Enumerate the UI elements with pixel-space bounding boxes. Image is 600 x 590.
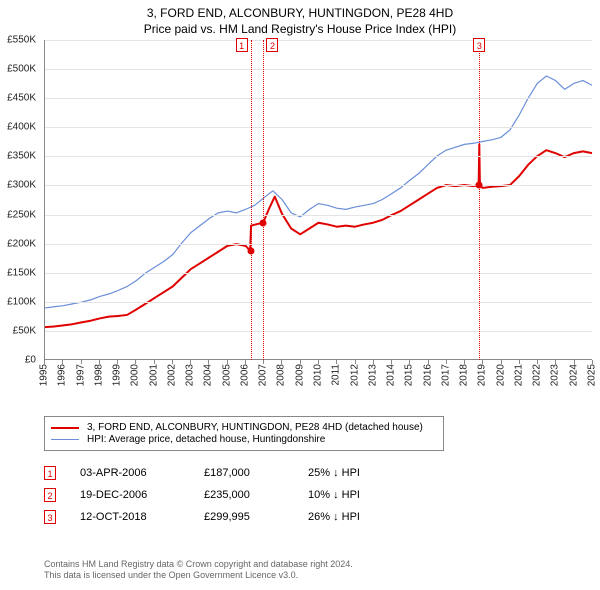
gridline — [45, 215, 592, 216]
x-axis-label: 1999 — [112, 364, 123, 386]
legend-item: HPI: Average price, detached house, Hunt… — [51, 434, 437, 445]
sales-row-price: £299,995 — [204, 511, 284, 523]
y-axis-label: £550K — [0, 35, 40, 46]
gridline — [45, 156, 592, 157]
sales-row-diff: 10% ↓ HPI — [308, 489, 398, 501]
chart-title: 3, FORD END, ALCONBURY, HUNTINGDON, PE28… — [0, 0, 600, 37]
sales-row-date: 19-DEC-2006 — [80, 489, 180, 501]
sale-marker-number: 3 — [473, 38, 485, 52]
sales-row-price: £235,000 — [204, 489, 284, 501]
legend-swatch — [51, 427, 79, 429]
x-axis-label: 2025 — [587, 364, 598, 386]
x-axis-label: 1997 — [75, 364, 86, 386]
sale-marker-line — [479, 40, 480, 360]
sales-row-price: £187,000 — [204, 467, 284, 479]
legend-swatch — [51, 439, 79, 440]
y-axis-label: £0 — [0, 355, 40, 366]
y-axis-label: £50K — [0, 325, 40, 336]
x-axis-label: 2008 — [276, 364, 287, 386]
gridline — [45, 127, 592, 128]
sale-dot — [247, 248, 254, 255]
sales-table: 1 03-APR-2006 £187,000 25% ↓ HPI 2 19-DEC-200… — [44, 462, 398, 528]
legend-item: 3, FORD END, ALCONBURY, HUNTINGDON, PE28… — [51, 422, 437, 433]
x-axis-label: 2024 — [568, 364, 579, 386]
x-axis-label: 2015 — [404, 364, 415, 386]
x-axis-label: 2001 — [148, 364, 159, 386]
sales-row: 2 19-DEC-2006 £235,000 10% ↓ HPI — [44, 484, 398, 506]
sales-row-date: 12-OCT-2018 — [80, 511, 180, 523]
legend: 3, FORD END, ALCONBURY, HUNTINGDON, PE28… — [44, 416, 444, 451]
x-axis-label: 2013 — [367, 364, 378, 386]
x-axis-label: 2016 — [422, 364, 433, 386]
sale-marker-number: 2 — [266, 38, 278, 52]
chart-lines — [45, 40, 592, 359]
x-axis-label: 1995 — [39, 364, 50, 386]
y-axis-label: £400K — [0, 122, 40, 133]
sale-marker-line — [251, 40, 252, 360]
y-axis-label: £300K — [0, 180, 40, 191]
x-axis-label: 2006 — [239, 364, 250, 386]
legend-label: HPI: Average price, detached house, Hunt… — [87, 434, 325, 445]
sales-row-number: 2 — [44, 488, 56, 502]
x-axis-label: 1998 — [93, 364, 104, 386]
x-axis-label: 2020 — [495, 364, 506, 386]
y-axis-label: £100K — [0, 296, 40, 307]
x-axis-label: 2009 — [294, 364, 305, 386]
x-axis-label: 2023 — [550, 364, 561, 386]
series-property — [45, 144, 592, 327]
x-axis-label: 2002 — [166, 364, 177, 386]
sales-row-diff: 25% ↓ HPI — [308, 467, 398, 479]
x-axis-label: 2018 — [459, 364, 470, 386]
x-axis-label: 2022 — [532, 364, 543, 386]
sales-row-number: 3 — [44, 510, 56, 524]
y-axis-label: £150K — [0, 267, 40, 278]
gridline — [45, 98, 592, 99]
sales-row: 3 12-OCT-2018 £299,995 26% ↓ HPI — [44, 506, 398, 528]
sales-row: 1 03-APR-2006 £187,000 25% ↓ HPI — [44, 462, 398, 484]
y-axis-label: £200K — [0, 238, 40, 249]
x-axis-label: 2000 — [130, 364, 141, 386]
y-axis-label: £500K — [0, 64, 40, 75]
x-axis-label: 2012 — [349, 364, 360, 386]
x-axis-label: 2019 — [477, 364, 488, 386]
x-axis-label: 2005 — [221, 364, 232, 386]
gridline — [45, 40, 592, 41]
x-axis-label: 1996 — [57, 364, 68, 386]
x-axis-label: 2017 — [440, 364, 451, 386]
sale-dot — [476, 182, 483, 189]
sales-row-diff: 26% ↓ HPI — [308, 511, 398, 523]
footer-line1: Contains HM Land Registry data © Crown c… — [44, 559, 353, 571]
x-axis-label: 2007 — [258, 364, 269, 386]
x-axis-label: 2021 — [513, 364, 524, 386]
gridline — [45, 185, 592, 186]
x-axis-label: 2010 — [313, 364, 324, 386]
sale-dot — [260, 220, 267, 227]
plot-area: 1 2 3 — [44, 40, 592, 360]
gridline — [45, 331, 592, 332]
y-axis-label: £350K — [0, 151, 40, 162]
title-line2: Price paid vs. HM Land Registry's House … — [0, 22, 600, 38]
sale-marker-line — [263, 40, 264, 360]
x-axis-label: 2003 — [185, 364, 196, 386]
gridline — [45, 69, 592, 70]
sale-marker-number: 1 — [236, 38, 248, 52]
title-line1: 3, FORD END, ALCONBURY, HUNTINGDON, PE28… — [0, 6, 600, 22]
gridline — [45, 273, 592, 274]
y-axis-label: £250K — [0, 209, 40, 220]
footer: Contains HM Land Registry data © Crown c… — [44, 559, 353, 582]
y-axis-label: £450K — [0, 93, 40, 104]
gridline — [45, 244, 592, 245]
gridline — [45, 302, 592, 303]
x-axis-label: 2014 — [386, 364, 397, 386]
sales-row-date: 03-APR-2006 — [80, 467, 180, 479]
footer-line2: This data is licensed under the Open Gov… — [44, 570, 353, 582]
x-axis-label: 2004 — [203, 364, 214, 386]
sales-row-number: 1 — [44, 466, 56, 480]
chart: 1 2 3 £0 £50K £100K £150K £200K £250K £300K £350K… — [0, 40, 600, 410]
x-axis-label: 2011 — [331, 364, 342, 386]
legend-label: 3, FORD END, ALCONBURY, HUNTINGDON, PE28… — [87, 422, 423, 433]
